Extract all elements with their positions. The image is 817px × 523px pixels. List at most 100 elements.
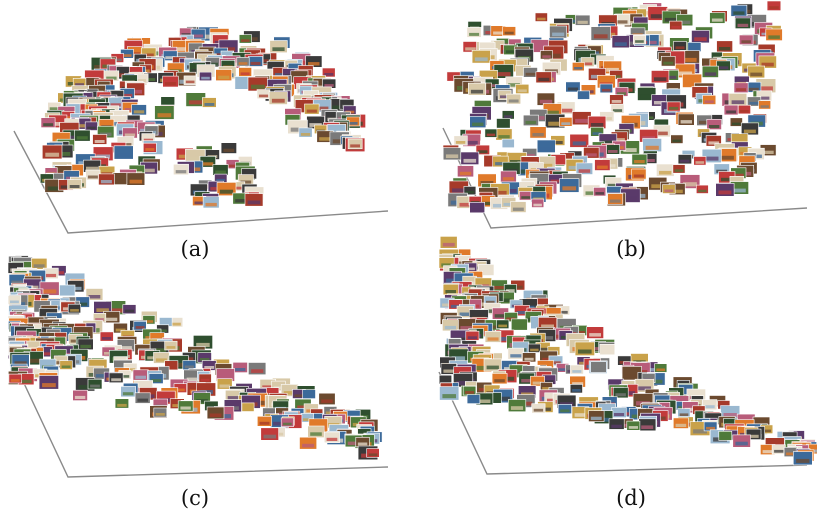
image-thumbnail-detail xyxy=(583,62,593,66)
image-thumbnail-detail xyxy=(659,170,672,175)
image-thumbnail-detail xyxy=(463,158,477,163)
image-thumbnail-detail xyxy=(136,79,146,82)
image-thumbnail-detail xyxy=(162,102,173,105)
image-thumbnail-detail xyxy=(723,413,737,417)
image-thumbnail xyxy=(238,34,252,44)
image-thumbnail-detail xyxy=(302,443,315,448)
image-thumbnail xyxy=(484,128,498,138)
image-thumbnail xyxy=(244,193,264,207)
image-thumbnail-detail xyxy=(656,368,665,372)
image-thumbnail-detail xyxy=(508,83,520,87)
image-thumbnail-detail xyxy=(508,99,519,103)
image-thumbnail-detail xyxy=(538,163,553,168)
image-thumbnail-detail xyxy=(80,344,92,348)
image-thumbnail xyxy=(593,187,607,197)
image-thumbnail-detail xyxy=(704,100,714,104)
image-thumbnail-detail xyxy=(709,125,720,129)
image-thumbnail-detail xyxy=(238,62,248,65)
image-thumbnail xyxy=(134,392,151,404)
image-thumbnail xyxy=(505,76,523,89)
image-thumbnail-detail xyxy=(188,156,203,161)
image-thumbnail xyxy=(162,75,179,88)
image-thumbnail xyxy=(74,129,91,142)
image-thumbnail-detail xyxy=(51,122,65,126)
image-thumbnail-detail xyxy=(57,152,71,156)
image-thumbnail-detail xyxy=(469,399,478,403)
image-thumbnail-detail xyxy=(498,337,512,341)
image-thumbnail xyxy=(557,404,572,415)
image-thumbnail xyxy=(280,417,294,427)
image-thumbnail-detail xyxy=(607,183,620,188)
image-thumbnail-detail xyxy=(444,325,456,330)
image-thumbnail xyxy=(202,97,217,108)
image-thumbnail-detail xyxy=(516,311,528,315)
image-thumbnail xyxy=(633,35,647,45)
image-thumbnail xyxy=(654,363,668,373)
image-thumbnail-detail xyxy=(302,418,312,421)
image-thumbnail-detail xyxy=(445,154,459,159)
image-thumbnail xyxy=(366,448,380,458)
image-thumbnail-detail xyxy=(348,122,358,125)
image-thumbnail-detail xyxy=(94,140,105,143)
image-thumbnail-detail xyxy=(474,57,488,62)
image-thumbnail-detail xyxy=(326,437,338,441)
image-thumbnail-detail xyxy=(689,47,699,51)
image-thumbnail-detail xyxy=(704,405,715,409)
image-thumbnail-detail xyxy=(559,108,573,113)
image-thumbnail xyxy=(666,101,681,112)
image-thumbnail-detail xyxy=(120,375,130,378)
image-thumbnail xyxy=(153,407,168,418)
image-thumbnail-detail xyxy=(735,441,748,446)
image-thumbnail xyxy=(114,398,129,409)
image-thumbnail-detail xyxy=(443,369,455,373)
image-thumbnail-detail xyxy=(622,391,636,395)
image-thumbnail xyxy=(672,164,686,174)
image-thumbnail-detail xyxy=(70,309,79,312)
image-thumbnail xyxy=(99,331,114,342)
image-thumbnail-detail xyxy=(42,289,57,294)
image-thumbnail-detail xyxy=(592,132,602,135)
image-thumbnail-detail xyxy=(106,76,117,80)
image-thumbnail-detail xyxy=(541,324,554,329)
image-thumbnail-detail xyxy=(442,394,456,399)
image-thumbnail-detail xyxy=(129,179,143,184)
image-thumbnail-detail xyxy=(143,53,154,57)
image-thumbnail-detail xyxy=(216,178,226,182)
image-thumbnail-detail xyxy=(49,107,59,110)
image-thumbnail xyxy=(631,168,647,180)
image-thumbnail-detail xyxy=(147,356,158,360)
image-thumbnail-detail xyxy=(259,94,269,98)
image-thumbnail-detail xyxy=(493,31,504,35)
caption-d: (d) xyxy=(616,486,646,510)
image-thumbnail xyxy=(183,75,197,85)
image-thumbnail-detail xyxy=(180,406,191,410)
image-thumbnail-detail xyxy=(188,100,203,105)
image-thumbnail-detail xyxy=(201,76,210,80)
image-thumbnail xyxy=(687,42,702,52)
image-thumbnail-detail xyxy=(635,40,644,43)
image-thumbnail-detail xyxy=(446,278,459,283)
image-thumbnail-detail xyxy=(572,141,586,146)
image-thumbnail xyxy=(559,117,573,127)
image-thumbnail-detail xyxy=(61,291,73,295)
image-thumbnail xyxy=(256,89,271,99)
image-thumbnail xyxy=(453,135,468,146)
image-thumbnail-detail xyxy=(539,99,553,104)
image-thumbnail-detail xyxy=(185,80,195,84)
image-thumbnail-detail xyxy=(539,146,553,151)
image-thumbnail-detail xyxy=(720,436,730,439)
image-thumbnail-detail xyxy=(235,368,246,372)
image-thumbnail-detail xyxy=(193,34,204,38)
image-thumbnail xyxy=(177,400,194,412)
image-thumbnail-detail xyxy=(494,379,505,383)
image-thumbnail xyxy=(85,288,104,301)
image-thumbnail-detail xyxy=(611,424,622,428)
image-thumbnail xyxy=(236,57,250,67)
image-thumbnail xyxy=(501,138,515,149)
image-thumbnail-detail xyxy=(699,120,710,124)
image-thumbnail-detail xyxy=(76,302,88,306)
image-thumbnail xyxy=(442,283,459,296)
image-thumbnail xyxy=(766,0,782,11)
image-thumbnail-detail xyxy=(96,308,109,312)
image-thumbnail-detail xyxy=(616,20,628,24)
